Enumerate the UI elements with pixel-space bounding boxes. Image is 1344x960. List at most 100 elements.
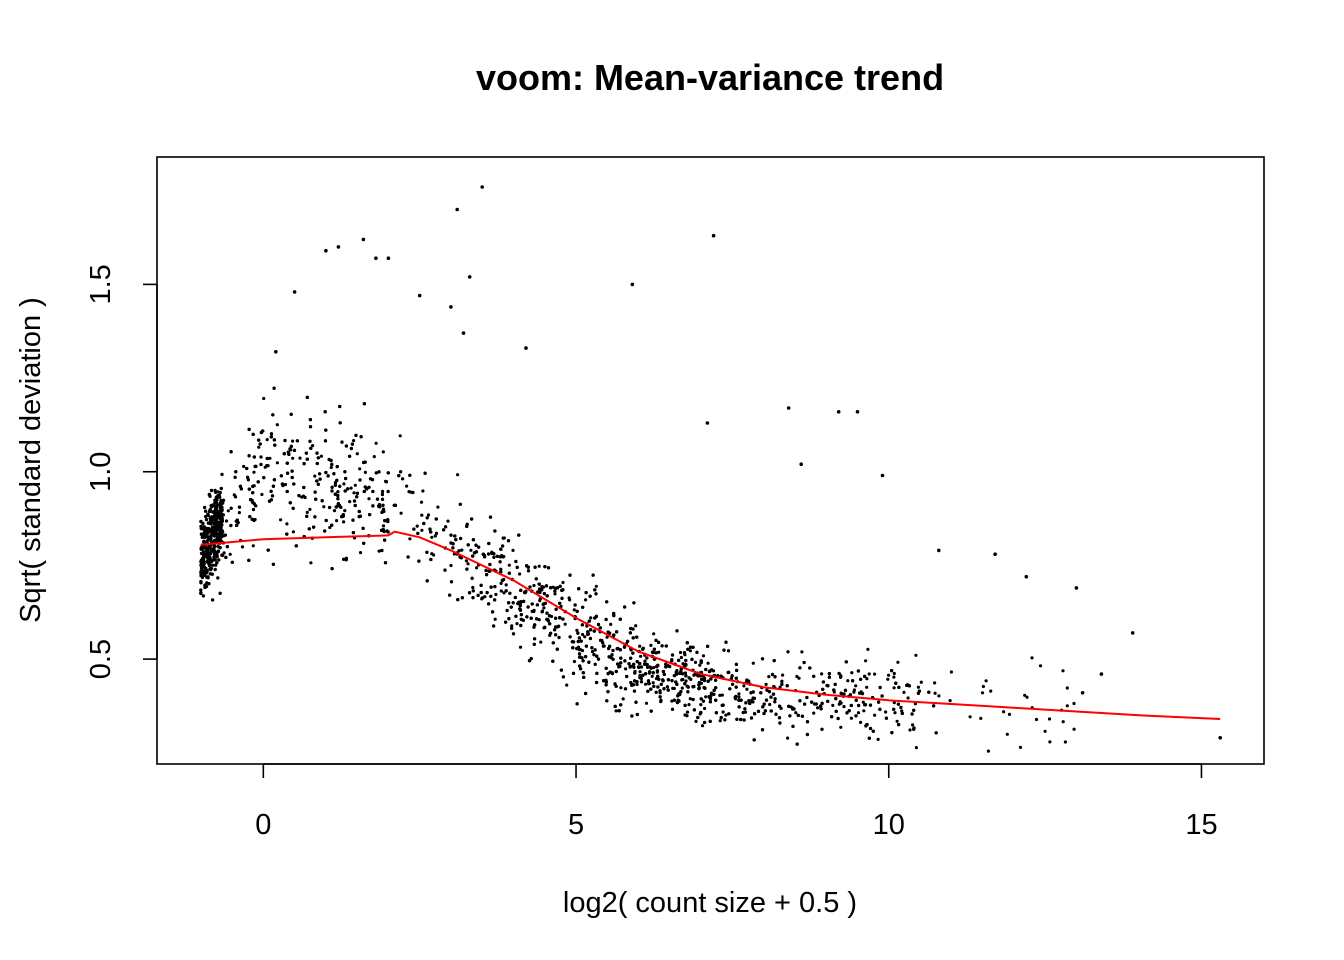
data-point [350, 442, 354, 446]
data-point [706, 679, 710, 683]
data-point [363, 470, 367, 474]
data-point [215, 503, 219, 507]
data-point [323, 439, 328, 443]
data-point [661, 679, 665, 683]
data-point [786, 736, 790, 740]
data-point [876, 737, 880, 742]
data-point [324, 470, 328, 475]
data-point [529, 657, 533, 661]
data-point [485, 591, 489, 595]
data-point [249, 498, 253, 502]
data-point [573, 603, 577, 607]
data-point [540, 588, 544, 592]
data-point [386, 530, 390, 534]
data-point [730, 674, 734, 678]
data-point [202, 505, 207, 510]
data-point [890, 731, 894, 735]
data-point [619, 703, 623, 707]
data-point [911, 723, 915, 727]
data-point [399, 470, 403, 474]
data-point [593, 662, 597, 666]
data-point [704, 695, 708, 699]
data-point [851, 679, 855, 683]
data-point [499, 570, 503, 574]
data-point [561, 675, 566, 679]
data-point [1030, 656, 1034, 660]
data-point [480, 185, 485, 189]
data-point [690, 657, 694, 662]
data-point [216, 525, 220, 529]
data-point [261, 429, 265, 433]
data-point [519, 623, 523, 628]
data-point [492, 624, 496, 628]
data-point [220, 553, 225, 558]
data-point [380, 548, 384, 553]
data-point [859, 677, 863, 681]
data-point [803, 702, 807, 706]
data-point [567, 596, 571, 600]
data-point [318, 472, 322, 476]
data-point [572, 608, 576, 612]
data-point [641, 647, 645, 651]
data-point [655, 669, 660, 673]
data-point [546, 566, 551, 570]
data-point [218, 591, 222, 595]
data-point [285, 461, 289, 465]
data-point [294, 544, 298, 548]
data-point [820, 672, 824, 676]
data-point [485, 573, 489, 577]
data-point [561, 580, 565, 585]
data-point [213, 528, 217, 532]
data-point [626, 639, 630, 644]
data-point [348, 500, 352, 504]
data-point [429, 530, 433, 534]
data-point [215, 555, 219, 559]
data-point [384, 480, 388, 484]
data-point [265, 464, 269, 468]
data-point [854, 684, 858, 688]
data-point [581, 632, 585, 637]
data-point [1072, 701, 1076, 706]
data-point [199, 566, 204, 570]
data-point [1072, 727, 1076, 731]
data-point [429, 557, 433, 562]
data-point [351, 518, 355, 522]
data-point [593, 588, 597, 592]
data-point [634, 700, 638, 704]
data-point [933, 681, 937, 685]
data-point [251, 484, 255, 488]
data-point [821, 680, 826, 684]
data-point [571, 671, 576, 676]
data-point [605, 635, 609, 639]
data-point [657, 640, 661, 645]
data-point [686, 647, 690, 651]
data-point [235, 523, 239, 528]
data-point [638, 644, 642, 648]
data-point [342, 482, 346, 486]
data-point [1065, 686, 1069, 690]
data-point [886, 677, 890, 681]
data-point [662, 672, 666, 677]
data-point [461, 331, 466, 335]
data-point [615, 630, 619, 634]
data-point [595, 680, 599, 685]
data-point [578, 664, 582, 668]
data-point [579, 667, 583, 671]
data-point [355, 491, 359, 495]
data-point [532, 642, 536, 646]
data-point [581, 659, 585, 663]
data-point [778, 685, 782, 689]
data-point [362, 460, 366, 465]
data-point [616, 662, 620, 666]
data-point [897, 685, 901, 690]
data-point [251, 544, 255, 548]
data-point [551, 659, 555, 663]
data-point [880, 694, 884, 698]
data-point [722, 648, 726, 652]
data-point [709, 694, 713, 698]
data-point [330, 462, 334, 466]
data-point [1018, 745, 1023, 750]
data-point [641, 673, 645, 677]
data-point [271, 413, 275, 417]
